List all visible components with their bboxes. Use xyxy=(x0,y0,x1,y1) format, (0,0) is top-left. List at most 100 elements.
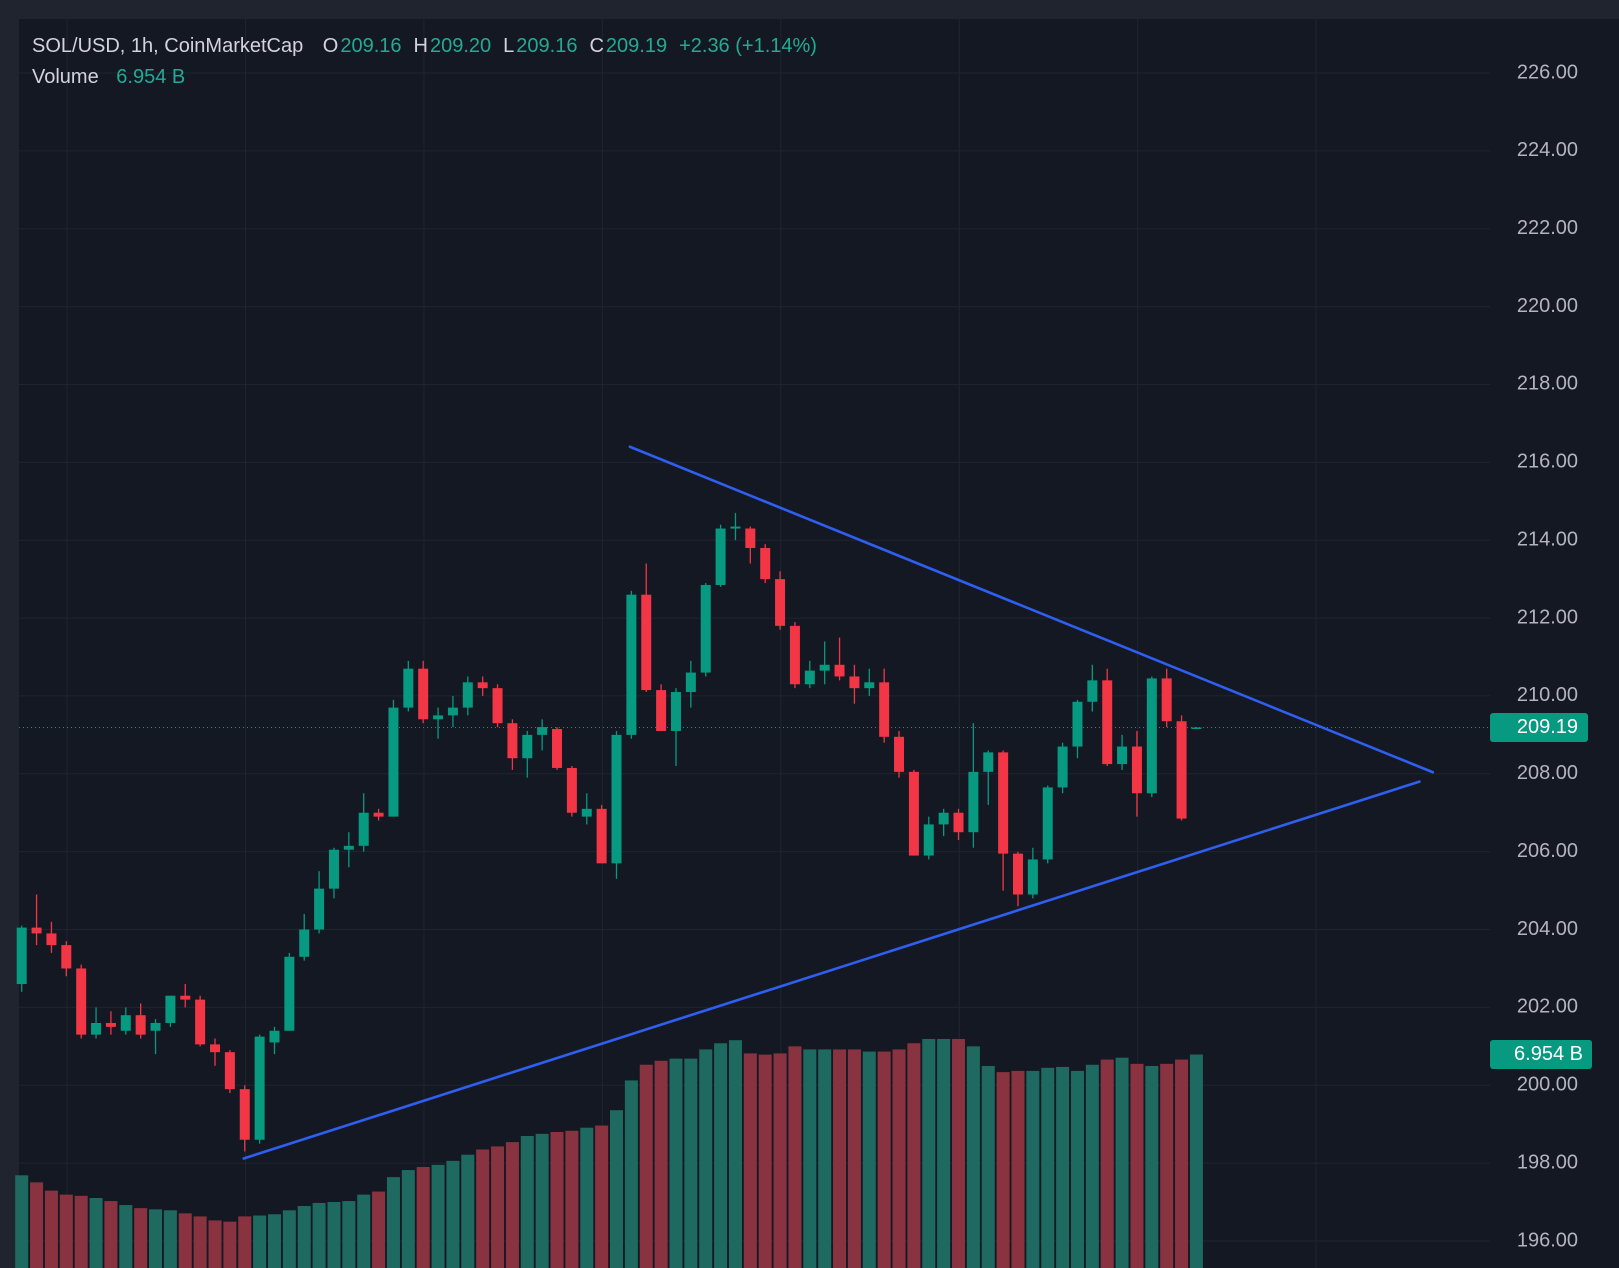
candle-body xyxy=(1117,746,1128,765)
y-tick-label: 226.00 xyxy=(1517,61,1578,83)
candle-body xyxy=(314,888,325,930)
volume-bar xyxy=(267,1214,281,1268)
candle-body xyxy=(626,594,637,735)
volume-tag-box xyxy=(1490,1040,1592,1070)
candle-body xyxy=(1102,680,1113,765)
candle-body xyxy=(120,1015,131,1031)
volume-bar xyxy=(223,1221,237,1268)
y-tick-label: 204.00 xyxy=(1517,918,1578,940)
price-axis: 196.00 198.00 200.00 202.00 204.00 206.00 208.… xyxy=(1490,61,1592,1251)
volume-bar xyxy=(342,1201,356,1268)
candle-body xyxy=(968,771,979,833)
volume-bar xyxy=(476,1149,490,1268)
candle-body xyxy=(477,682,488,689)
candle-body xyxy=(433,715,444,720)
volume-bar xyxy=(104,1201,118,1268)
volume-bar xyxy=(743,1053,757,1268)
candle-body xyxy=(1042,787,1053,860)
volume-bar xyxy=(624,1080,638,1268)
candle-body xyxy=(804,670,815,685)
volume-bar xyxy=(714,1043,728,1268)
volume-bar xyxy=(253,1215,267,1268)
candle-body xyxy=(1191,727,1202,729)
candle-body xyxy=(864,682,875,689)
candle-body xyxy=(447,707,458,716)
candle-body xyxy=(150,1022,161,1031)
y-tick-label: 220.00 xyxy=(1517,295,1578,317)
volume-bar xyxy=(1056,1066,1070,1268)
candle-body xyxy=(492,688,503,724)
candle-body xyxy=(1072,701,1083,747)
y-tick-label: 212.00 xyxy=(1517,606,1578,628)
candle-body xyxy=(358,812,369,846)
y-tick-label: 206.00 xyxy=(1517,840,1578,862)
volume-bar xyxy=(89,1198,103,1268)
candle-body xyxy=(180,995,191,1000)
candle-body xyxy=(566,767,577,813)
candle-body xyxy=(388,707,399,817)
candle-body xyxy=(31,927,42,934)
volume-bar xyxy=(520,1135,534,1268)
candle-body xyxy=(269,1030,280,1043)
candle-body xyxy=(834,664,845,677)
ohlc-value: 209.19 xyxy=(606,35,667,57)
volume-bar xyxy=(416,1166,430,1268)
y-tick-label: 216.00 xyxy=(1517,451,1578,473)
volume-bar xyxy=(505,1142,519,1268)
volume-bar xyxy=(833,1049,847,1268)
candle-body xyxy=(91,1022,102,1035)
ohlc-key: H xyxy=(414,35,428,57)
candle-body xyxy=(61,945,72,969)
candle-body xyxy=(760,547,771,580)
volume-bar xyxy=(1085,1064,1099,1268)
volume-bar xyxy=(565,1130,579,1268)
y-tick-label: 218.00 xyxy=(1517,373,1578,395)
volume-bar xyxy=(446,1160,460,1268)
volume-bar xyxy=(401,1170,415,1268)
y-tick-label: 198.00 xyxy=(1517,1151,1578,1173)
symbol: SOL/USD, 1h, CoinMarketCap xyxy=(32,35,303,57)
candle-body xyxy=(462,682,473,708)
volume-bar xyxy=(847,1049,861,1268)
volume-bar xyxy=(163,1210,177,1268)
candle-body xyxy=(894,736,905,772)
candle-body xyxy=(224,1052,235,1090)
candle-body xyxy=(46,933,57,946)
volume-label: Volume xyxy=(32,66,99,88)
volume-bar xyxy=(193,1216,207,1268)
candle-body xyxy=(1027,859,1038,895)
candle-body xyxy=(923,824,934,856)
candle-body xyxy=(596,808,607,864)
candle-body xyxy=(1176,721,1187,819)
volume-bar xyxy=(1100,1059,1114,1268)
volume-bar xyxy=(282,1210,296,1268)
candle-body xyxy=(210,1044,221,1053)
candle-body xyxy=(76,968,87,1035)
candle-body xyxy=(507,723,518,759)
candle-body xyxy=(165,995,176,1023)
volume-pane xyxy=(15,1038,1203,1268)
volume-bar xyxy=(15,1175,29,1268)
volume-bar xyxy=(535,1133,549,1268)
volume-bar xyxy=(996,1072,1010,1268)
volume-bar xyxy=(134,1208,148,1268)
candle-body xyxy=(537,727,548,735)
overlay xyxy=(19,445,1490,1160)
volume-bar xyxy=(431,1164,445,1268)
candle-body xyxy=(953,812,964,833)
volume-bar xyxy=(30,1182,44,1268)
candle-body xyxy=(343,845,354,850)
volume-bar xyxy=(654,1060,668,1268)
volume-bar xyxy=(44,1190,58,1268)
candle-body xyxy=(105,1022,116,1027)
volume-bar xyxy=(639,1064,653,1268)
candle-body xyxy=(908,771,919,856)
candle-body xyxy=(418,668,429,720)
volume-bar xyxy=(461,1154,475,1268)
volume-bar xyxy=(1145,1065,1159,1268)
volume-bar xyxy=(981,1065,995,1268)
volume-bar xyxy=(952,1038,966,1268)
y-tick-label: 202.00 xyxy=(1517,996,1578,1018)
